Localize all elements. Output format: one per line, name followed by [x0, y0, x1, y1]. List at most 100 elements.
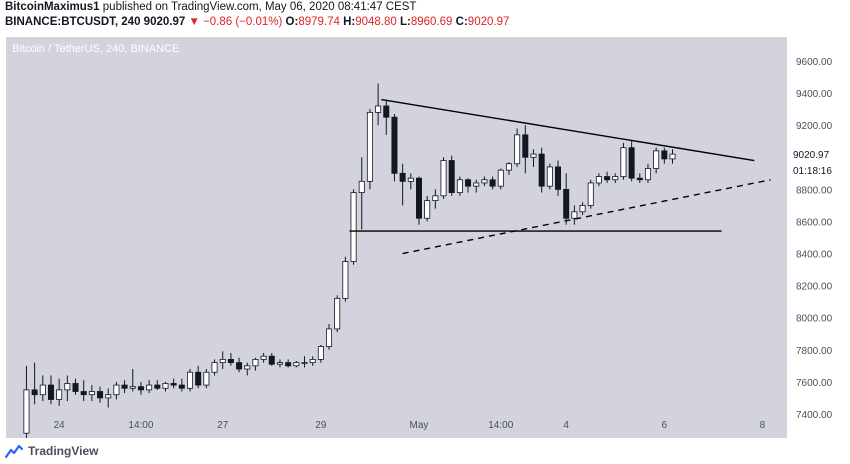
candle	[154, 384, 161, 389]
tradingview-footer[interactable]: TradingView	[5, 440, 98, 462]
low-label: L:	[400, 16, 411, 28]
candles-layer	[23, 83, 676, 438]
candle	[64, 383, 71, 391]
candle	[342, 261, 349, 299]
candle	[285, 362, 292, 367]
candle	[456, 179, 463, 193]
time-tick-label: 14:00	[488, 420, 513, 431]
candle	[636, 177, 643, 181]
candle	[326, 328, 333, 347]
tradingview-logo-icon	[5, 444, 23, 459]
candle	[448, 160, 455, 193]
time-tick-label: May	[410, 420, 429, 431]
time-axis-strip	[6, 438, 787, 440]
low-value: 8960.69	[410, 16, 453, 28]
candle	[366, 111, 373, 182]
candle	[350, 192, 357, 262]
candle	[604, 176, 611, 181]
high-value: 9048.80	[355, 16, 397, 28]
candle	[358, 180, 365, 193]
candle	[146, 384, 153, 391]
candle	[391, 116, 398, 174]
candle	[595, 176, 602, 184]
candle	[252, 359, 259, 367]
candle	[587, 182, 594, 206]
candle	[195, 371, 202, 386]
candle	[399, 172, 406, 182]
candle	[47, 384, 54, 400]
change-value: −0.86 (−0.01%)	[203, 16, 283, 28]
change-down-icon: ▼	[188, 16, 200, 28]
candle	[669, 153, 676, 160]
candle	[31, 389, 38, 396]
time-tick-label: 27	[217, 420, 229, 431]
candle	[268, 355, 275, 365]
candle	[661, 150, 668, 160]
candle	[23, 389, 30, 434]
price-tick-label: 8600.00	[796, 217, 833, 228]
candle	[170, 383, 177, 386]
candle	[334, 298, 341, 330]
price-axis[interactable]	[787, 37, 845, 438]
candle	[129, 386, 136, 389]
price-tick-label: 9600.00	[796, 57, 833, 68]
candle	[644, 168, 651, 181]
trendline[interactable]	[381, 98, 755, 162]
candle	[293, 362, 300, 367]
candle	[301, 362, 308, 365]
time-tick-label: 6	[662, 420, 668, 431]
candle	[88, 391, 95, 396]
candle	[432, 195, 439, 202]
plot-area[interactable]	[6, 37, 787, 438]
symbol-info: BINANCE:BTCUSDT, 240 9020.97 ▼ −0.86 (−0…	[5, 15, 845, 30]
candle	[219, 359, 226, 364]
candle	[555, 166, 562, 190]
trendlines-layer	[349, 98, 771, 255]
last-price-tag-label: 9020.97	[793, 150, 830, 161]
published-text: published on TradingView.com, May 06, 20…	[99, 1, 417, 13]
time-axis-labels: 24 14:00 27 29 May 14:00 4 6 8	[54, 420, 766, 431]
candle	[162, 383, 169, 389]
tradingview-brand: TradingView	[28, 444, 99, 458]
candle	[383, 105, 390, 118]
price-tick-label: 9200.00	[796, 121, 833, 132]
close-label: C:	[455, 16, 468, 28]
price-tick-label: 7400.00	[796, 410, 833, 421]
candle	[260, 355, 267, 360]
price-tags: 9020.97 01:18:16	[789, 145, 841, 178]
time-tick-label: 29	[315, 420, 327, 431]
price-tick-label: 8200.00	[796, 282, 833, 293]
candle	[530, 153, 537, 158]
time-tick-label: 14:00	[128, 420, 153, 431]
dashed-trendline[interactable]	[402, 179, 771, 255]
price-tick-label: 8800.00	[796, 185, 833, 196]
candle	[97, 391, 104, 399]
candle	[113, 384, 120, 396]
price-axis-labels: 7400.00 7600.00 7800.00 8000.00 8200.00 8400.…	[796, 57, 833, 421]
candle	[571, 211, 578, 219]
candle	[579, 205, 586, 213]
candle	[489, 179, 496, 187]
candle	[424, 200, 431, 219]
price-tick-label: 7800.00	[796, 346, 833, 357]
chart-header: BitcoinMaximus1 published on TradingView…	[5, 0, 845, 36]
author-name[interactable]: BitcoinMaximus1	[5, 1, 100, 13]
candle	[137, 386, 144, 391]
countdown-label: 01:18:16	[793, 166, 832, 177]
open-label: O:	[285, 16, 299, 28]
candle	[309, 359, 316, 364]
candle	[497, 169, 504, 187]
high-label: H:	[343, 16, 356, 28]
candle	[546, 166, 553, 187]
last-price-label: 9020.97	[143, 16, 186, 28]
candle	[56, 389, 63, 400]
price-tick-label: 8400.00	[796, 250, 833, 261]
candle	[211, 362, 218, 373]
candle	[178, 384, 185, 389]
candle	[407, 177, 414, 182]
candle	[505, 163, 512, 171]
price-tick-label: 7600.00	[796, 378, 833, 389]
candle	[105, 394, 112, 399]
candle	[514, 134, 521, 165]
